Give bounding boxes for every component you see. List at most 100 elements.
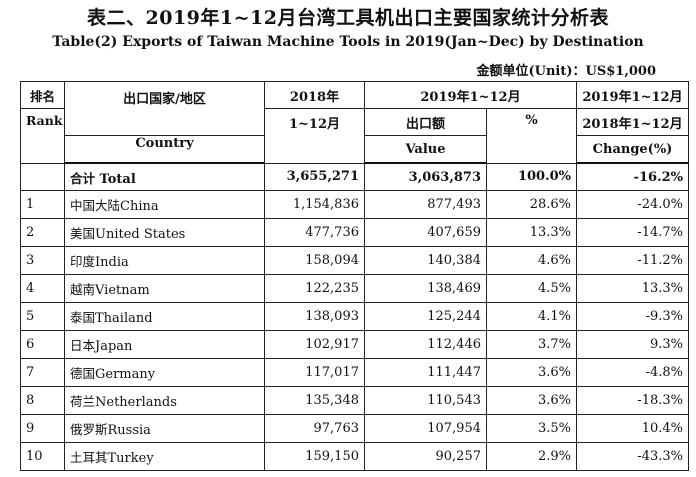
header-2018-months: 1~12月	[264, 108, 365, 164]
row-share: 3.7%	[486, 330, 577, 359]
row-2019-value: 110,543	[364, 386, 487, 415]
row-2019-value: 90,257	[364, 442, 487, 471]
total-share: 100.0%	[486, 162, 577, 191]
header-2018-year: 2018年	[264, 81, 365, 109]
table-row: 6 日本Japan 102,917 112,446 3.7% 9.3%	[20, 330, 689, 359]
row-share: 4.5%	[486, 274, 577, 303]
row-change: -43.3%	[576, 442, 689, 471]
header-percent: %	[486, 108, 577, 164]
header-2019-period: 2019年1~12月	[364, 81, 577, 109]
row-country-cn: 中国大陆	[70, 198, 121, 213]
row-2019-value: 140,384	[364, 246, 487, 275]
row-rank: 4	[20, 274, 65, 303]
row-share: 4.1%	[486, 302, 577, 331]
header-country-cn: 出口国家/地区	[64, 81, 265, 136]
row-change: 9.3%	[576, 330, 689, 359]
row-share: 3.6%	[486, 386, 577, 415]
row-2019-value: 111,447	[364, 358, 487, 387]
table-row: 9 俄罗斯Russia 97,763 107,954 3.5% 10.4%	[20, 414, 689, 443]
row-country-en: Turkey	[107, 451, 154, 466]
currency-unit-note: 金额单位(Unit)：US$1,000	[476, 64, 656, 79]
row-2019-value: 138,469	[364, 274, 487, 303]
row-country-cn: 俄罗斯	[70, 422, 108, 437]
row-change: 13.3%	[576, 274, 689, 303]
row-2018-value: 1,154,836	[264, 190, 365, 219]
row-country-en: China	[120, 199, 159, 214]
row-country-cn: 美国	[70, 226, 96, 241]
row-change: -4.8%	[576, 358, 689, 387]
row-change: -11.2%	[576, 246, 689, 275]
total-row: 合计 Total 3,655,271 3,063,873 100.0% -16.…	[20, 162, 689, 191]
header-country-en: Country	[64, 135, 265, 164]
row-country-cn: 日本	[70, 338, 96, 353]
table-row: 7 德国Germany 117,017 111,447 3.6% -4.8%	[20, 358, 689, 387]
total-label-en: Total	[99, 171, 136, 187]
header-change-line1: 2019年1~12月	[576, 81, 689, 109]
row-country-en: India	[95, 255, 129, 270]
header-change-line3: Change(%)	[576, 135, 689, 164]
row-country: 德国Germany	[64, 358, 265, 387]
row-change: -24.0%	[576, 190, 689, 219]
row-country: 印度India	[64, 246, 265, 275]
row-country-cn: 荷兰	[70, 394, 96, 409]
total-change: -16.2%	[576, 162, 689, 191]
row-country-cn: 土耳其	[70, 450, 108, 465]
row-2018-value: 159,150	[264, 442, 365, 471]
row-country-en: Russia	[107, 423, 151, 438]
table-row: 10 土耳其Turkey 159,150 90,257 2.9% -43.3%	[20, 442, 689, 471]
table-title-chinese: 表二、2019年1~12月台湾工具机出口主要国家统计分析表	[87, 7, 609, 29]
row-country-cn: 印度	[70, 254, 96, 269]
table-title-english: Table(2) Exports of Taiwan Machine Tools…	[52, 34, 644, 50]
table-row: 3 印度India 158,094 140,384 4.6% -11.2%	[20, 246, 689, 275]
row-2018-value: 138,093	[264, 302, 365, 331]
row-share: 2.9%	[486, 442, 577, 471]
row-country-en: Germany	[95, 367, 156, 382]
row-change: -14.7%	[576, 218, 689, 247]
row-country-en: Japan	[95, 339, 133, 354]
header-rank-cn: 排名	[20, 81, 65, 109]
row-2018-value: 102,917	[264, 330, 365, 359]
row-country: 中国大陆China	[64, 190, 265, 219]
total-rank-cell	[20, 162, 65, 191]
row-country: 土耳其Turkey	[64, 442, 265, 471]
row-country: 美国United States	[64, 218, 265, 247]
row-country-en: Thailand	[95, 311, 153, 326]
row-rank: 5	[20, 302, 65, 331]
row-2019-value: 407,659	[364, 218, 487, 247]
table-row: 2 美国United States 477,736 407,659 13.3% -14.7…	[20, 218, 689, 247]
row-2019-value: 877,493	[364, 190, 487, 219]
row-change: -9.3%	[576, 302, 689, 331]
row-change: 10.4%	[576, 414, 689, 443]
row-rank: 10	[20, 442, 65, 471]
row-country: 俄罗斯Russia	[64, 414, 265, 443]
table-row: 1 中国大陆China 1,154,836 877,493 28.6% -24.0%	[20, 190, 689, 219]
row-rank: 1	[20, 190, 65, 219]
header-change-line2: 2018年1~12月	[576, 108, 689, 136]
row-2018-value: 135,348	[264, 386, 365, 415]
row-rank: 3	[20, 246, 65, 275]
row-country-en: United States	[95, 227, 186, 242]
table-row: 8 荷兰Netherlands 135,348 110,543 3.6% -18.3%	[20, 386, 689, 415]
row-country-en: Vietnam	[95, 283, 150, 298]
row-rank: 9	[20, 414, 65, 443]
row-2018-value: 477,736	[264, 218, 365, 247]
row-country: 日本Japan	[64, 330, 265, 359]
row-2018-value: 122,235	[264, 274, 365, 303]
row-2018-value: 117,017	[264, 358, 365, 387]
header-value-en: Value	[364, 135, 487, 164]
total-2018: 3,655,271	[264, 162, 365, 191]
row-country: 泰国Thailand	[64, 302, 265, 331]
total-label-cn: 合计	[70, 170, 96, 186]
row-country-cn: 泰国	[70, 310, 96, 325]
row-share: 3.5%	[486, 414, 577, 443]
exports-table: 排名 出口国家/地区 2018年 2019年1~12月 2019年1~12月 R…	[20, 81, 689, 471]
row-2019-value: 112,446	[364, 330, 487, 359]
table-row: 4 越南Vietnam 122,235 138,469 4.5% 13.3%	[20, 274, 689, 303]
row-share: 28.6%	[486, 190, 577, 219]
total-label: 合计 Total	[64, 162, 265, 191]
row-2018-value: 158,094	[264, 246, 365, 275]
row-2019-value: 107,954	[364, 414, 487, 443]
row-change: -18.3%	[576, 386, 689, 415]
row-share: 13.3%	[486, 218, 577, 247]
row-rank: 8	[20, 386, 65, 415]
